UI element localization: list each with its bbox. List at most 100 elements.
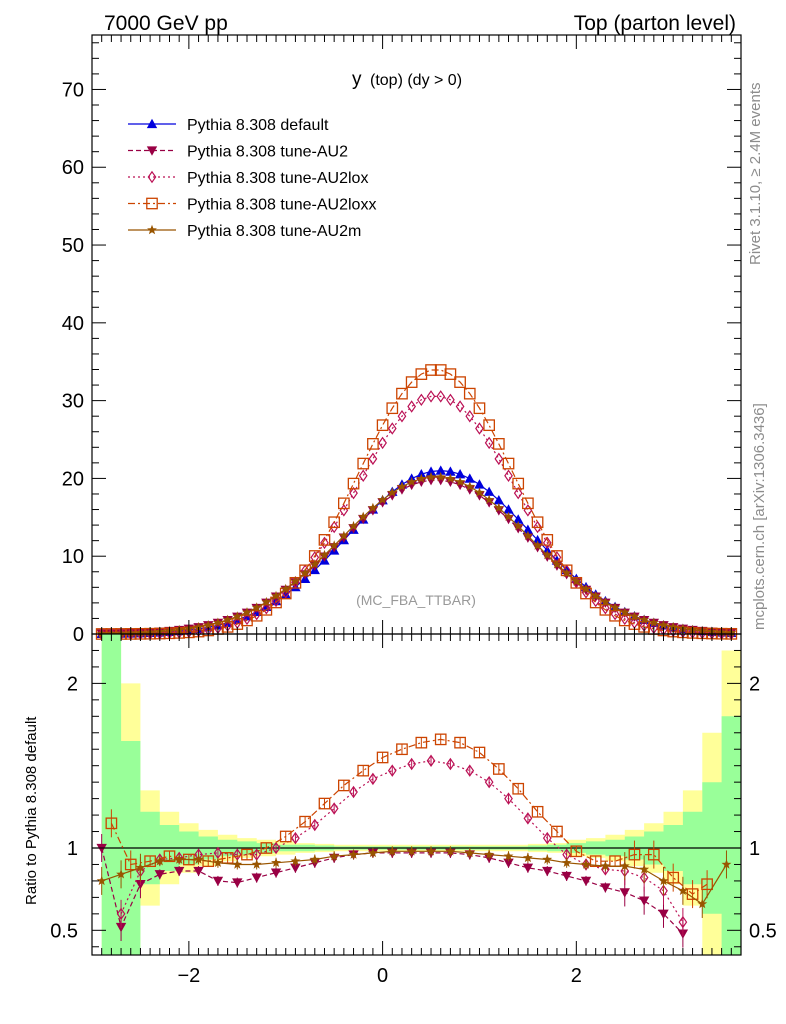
data-point — [454, 376, 466, 388]
data-point — [435, 465, 446, 475]
main-axes: 0 10 20 30 40 50 60 70 — [62, 34, 742, 646]
data-point — [426, 471, 436, 482]
data-point — [483, 498, 495, 508]
ratio-point — [116, 869, 126, 879]
data-point — [299, 564, 311, 577]
data-point — [213, 617, 223, 627]
ratio-point — [174, 854, 185, 864]
ratio-point — [96, 843, 107, 854]
ratio-point — [251, 859, 262, 869]
series-0 — [96, 465, 737, 638]
data-point — [484, 436, 494, 450]
legend-item-0: Pythia 8.308 default — [128, 117, 329, 134]
data-point — [416, 473, 427, 483]
ratio-y-tick-label: 1 — [67, 838, 78, 860]
ratio-point — [154, 856, 165, 866]
data-point — [377, 494, 388, 504]
ratio-panel: 0.5 0.5 1 1 2 2 −2 0 2 Ratio to Pythia 8.308 def… — [23, 633, 777, 987]
data-point — [561, 568, 572, 578]
ratio-point — [368, 847, 378, 858]
ratio-point — [667, 871, 680, 884]
legend-item-2: Pythia 8.308 tune-AU2lox — [128, 170, 368, 187]
ratio-point — [299, 815, 311, 828]
ratio-point — [396, 743, 408, 756]
data-point — [455, 476, 465, 487]
rivet-label: Rivet 3.1.10, ≥ 2.4M events — [747, 83, 764, 266]
data-point — [464, 473, 475, 483]
ratio-point — [426, 846, 436, 856]
data-point — [610, 602, 620, 612]
ratio-point — [154, 870, 166, 880]
mcplots-label: mcplots.cern.ch [arXiv:1306.3436] — [751, 403, 768, 630]
data-point — [338, 497, 350, 510]
data-point — [378, 436, 387, 450]
ratio-point — [492, 763, 505, 775]
legend-label: Pythia 8.308 tune-AU2m — [187, 223, 361, 240]
ratio-point — [434, 733, 447, 746]
data-point — [358, 469, 368, 482]
legend-marker — [147, 224, 157, 235]
data-point — [357, 457, 370, 470]
ratio-point — [678, 915, 688, 929]
series-line — [101, 476, 732, 635]
ratio-point — [677, 885, 688, 895]
ratio-point — [213, 857, 223, 867]
data-point — [260, 603, 273, 616]
ratio-point — [658, 909, 669, 920]
data-point — [328, 516, 341, 529]
data-point — [387, 487, 398, 497]
data-point — [463, 387, 476, 400]
ratio-point — [407, 757, 417, 771]
data-point — [542, 536, 552, 550]
data-point — [318, 534, 331, 546]
data-point — [532, 534, 543, 545]
uncertainty-band-green — [101, 634, 741, 955]
data-point — [619, 607, 630, 617]
ratio-point — [387, 846, 398, 856]
legend-marker — [147, 170, 157, 184]
y-tick-label: 50 — [62, 235, 84, 257]
y-tick-label: 40 — [62, 313, 84, 335]
ratio-point — [368, 772, 378, 786]
ratio-point — [580, 876, 592, 887]
ratio-point — [270, 868, 282, 878]
ratio-point — [628, 848, 641, 861]
ratio-point — [96, 875, 107, 886]
data-point — [425, 466, 437, 476]
y-tick-label: 70 — [62, 79, 84, 101]
ratio-point — [721, 859, 732, 869]
data-point — [348, 520, 359, 531]
data-point — [435, 476, 446, 486]
data-point — [251, 602, 262, 612]
ratio-point — [445, 846, 456, 856]
series-1 — [96, 476, 737, 639]
data-point — [434, 364, 447, 376]
legend-marker — [146, 118, 158, 129]
legend-item-4: Pythia 8.308 tune-AU2m — [128, 223, 361, 240]
data-point — [376, 419, 389, 432]
ratio-axes: 0.5 0.5 1 1 2 2 −2 0 2 — [50, 633, 777, 987]
data-point — [483, 419, 495, 432]
data-point — [492, 438, 505, 450]
ratio-point — [484, 849, 495, 859]
legend-marker — [146, 197, 158, 210]
data-point — [493, 494, 505, 505]
data-point — [300, 568, 310, 578]
data-point — [387, 422, 397, 435]
ratio-point — [241, 848, 253, 861]
data-point — [658, 619, 669, 630]
ratio-point — [357, 764, 370, 777]
ratio-point — [454, 736, 466, 749]
ratio-point — [561, 857, 572, 867]
data-point — [415, 368, 428, 380]
ratio-point — [658, 875, 669, 886]
data-point — [347, 477, 360, 490]
ratio-point — [329, 851, 340, 861]
legend-label: Pythia 8.308 tune-AU2 — [187, 144, 348, 161]
data-point — [454, 469, 466, 479]
ratio-point — [279, 830, 292, 843]
ratio-point — [310, 818, 320, 832]
ratio-point — [697, 898, 708, 909]
ratio-point — [251, 873, 262, 883]
legend-item-1: Pythia 8.308 tune-AU2 — [128, 144, 348, 161]
